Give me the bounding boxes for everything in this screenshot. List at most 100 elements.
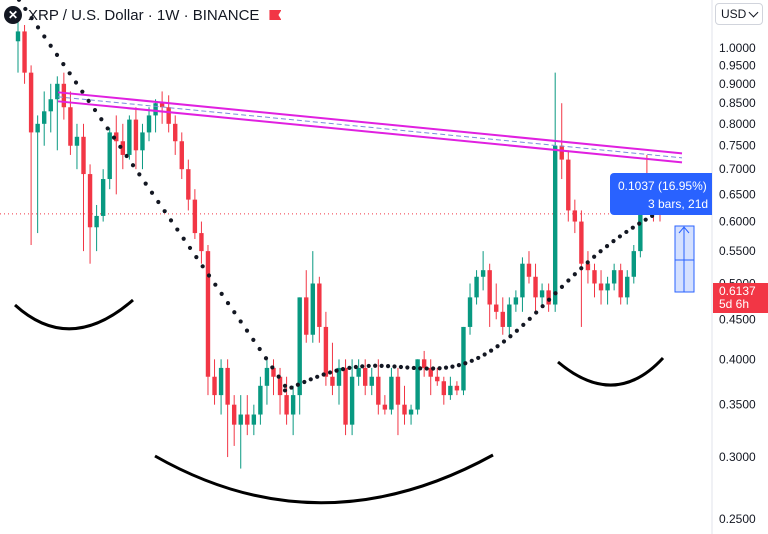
- sar-dot: [585, 260, 590, 265]
- candle-body: [474, 276, 479, 298]
- sar-dot: [244, 328, 250, 333]
- symbol-title[interactable]: XRP / U.S. Dollar · 1W · BINANCE: [28, 6, 260, 24]
- sar-dot: [643, 217, 648, 222]
- candle-body: [552, 145, 558, 305]
- sar-dot: [99, 117, 104, 122]
- sar-dot: [270, 365, 275, 370]
- sar-dot: [508, 334, 513, 339]
- left-shoulder-arc: [13, 298, 134, 331]
- sar-dot: [514, 328, 519, 333]
- candle-body: [382, 404, 388, 410]
- candle-body: [389, 376, 394, 410]
- sar-dot: [200, 264, 205, 269]
- sar-dot: [80, 89, 85, 94]
- candle-body: [114, 132, 119, 142]
- sar-dot: [181, 236, 186, 241]
- candle-body: [107, 132, 112, 180]
- candle-body: [304, 297, 309, 335]
- y-tick-label: 0.6000: [719, 215, 756, 229]
- candle-body: [205, 251, 211, 377]
- candle-body: [592, 270, 597, 284]
- candle-body: [487, 270, 492, 305]
- sar-dot: [630, 225, 635, 230]
- candle-body: [290, 395, 296, 415]
- y-tick-label: 0.7000: [719, 162, 756, 176]
- sar-dot: [553, 291, 558, 296]
- candle-body: [271, 367, 276, 377]
- sar-dot: [118, 144, 123, 149]
- bar-countdown: 5d 6h: [719, 297, 750, 311]
- sar-dot: [572, 272, 577, 277]
- sar-dot: [321, 372, 326, 377]
- candle-body: [402, 404, 407, 415]
- y-tick-label: 0.8000: [719, 117, 756, 131]
- last-price-tag: 0.6137 5d 6h: [713, 283, 768, 313]
- sar-dot: [282, 383, 288, 388]
- candle-body: [231, 404, 237, 425]
- candle-body: [159, 103, 165, 108]
- candle-body: [441, 381, 447, 396]
- candle-body: [87, 174, 93, 228]
- candle-body: [598, 283, 604, 291]
- candle-body: [317, 283, 322, 327]
- sar-dot: [137, 172, 142, 177]
- candle-body: [100, 179, 106, 216]
- y-tick-label: 0.4000: [719, 352, 756, 366]
- sar-dot: [162, 209, 167, 214]
- y-tick-label: 0.9000: [719, 77, 756, 91]
- sar-dot: [469, 358, 474, 363]
- sar-dot: [42, 34, 47, 39]
- measure-change: 0.1037 (16.95%): [618, 179, 707, 193]
- sar-dot: [156, 199, 161, 205]
- sar-dot: [385, 364, 391, 369]
- candle-body: [284, 395, 289, 415]
- candle-body: [579, 221, 584, 264]
- sar-dot: [48, 43, 53, 48]
- y-tick-label: 1.0000: [719, 41, 756, 55]
- sar-dot: [373, 363, 378, 368]
- sar-dot: [194, 255, 199, 260]
- candle-body: [526, 263, 532, 277]
- sar-dot: [624, 229, 629, 235]
- candle-body: [245, 414, 250, 425]
- sar-dot: [392, 364, 397, 369]
- candle-body: [264, 367, 270, 386]
- sar-dot: [61, 62, 66, 67]
- candle-body: [520, 263, 525, 298]
- candle-body: [395, 376, 401, 405]
- sar-dot: [187, 245, 193, 251]
- candle-body: [461, 326, 466, 391]
- chart-header: ✕ XRP / U.S. Dollar · 1W · BINANCE: [4, 4, 282, 26]
- candle-body: [225, 367, 230, 405]
- sar-dot: [437, 366, 442, 371]
- candle-body: [68, 107, 73, 146]
- sar-dot: [276, 374, 281, 379]
- candle-body: [467, 297, 473, 327]
- candle-body: [199, 233, 204, 252]
- candle-body: [611, 270, 617, 284]
- sar-dot: [366, 363, 371, 369]
- y-tick-label: 0.2500: [719, 512, 756, 526]
- sar-dot: [411, 365, 416, 371]
- flag-icon[interactable]: [269, 10, 282, 20]
- sar-dot: [232, 310, 237, 315]
- candle-body: [133, 119, 139, 151]
- sar-dot: [86, 98, 91, 103]
- sar-dot: [398, 364, 404, 370]
- sar-dot: [327, 370, 333, 375]
- currency-selector[interactable]: USD: [715, 3, 763, 25]
- candle-body: [448, 385, 453, 396]
- sar-dot: [16, 0, 22, 2]
- measure-tool-label[interactable]: 0.1037 (16.95%) 3 bars, 21d: [610, 173, 712, 215]
- measure-bars: 3 bars, 21d: [648, 197, 709, 211]
- candle-body: [585, 263, 591, 271]
- right-shoulder-arc: [557, 356, 665, 387]
- trendline-mid: [57, 96, 683, 159]
- sar-dot: [225, 300, 231, 306]
- sar-dot: [521, 322, 526, 328]
- sar-dot: [143, 181, 148, 186]
- candle-body: [48, 99, 53, 112]
- sar-dot: [405, 365, 410, 370]
- sar-dot: [340, 367, 346, 372]
